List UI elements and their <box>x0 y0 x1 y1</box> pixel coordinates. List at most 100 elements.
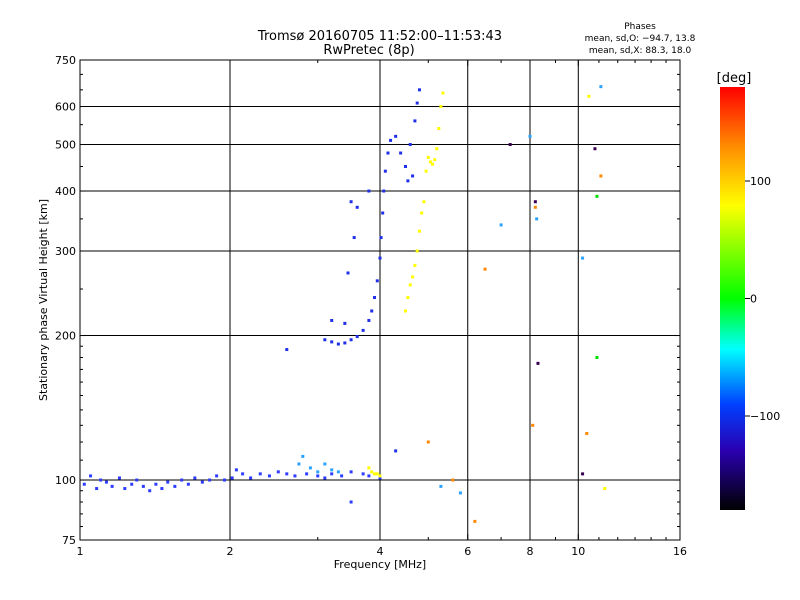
y-tick-label: 600 <box>55 101 76 114</box>
data-point <box>378 474 382 478</box>
data-point <box>483 267 487 271</box>
data-point <box>343 341 347 345</box>
data-point <box>166 480 170 484</box>
colorbar-tick-label: 0 <box>750 293 757 306</box>
data-point <box>352 236 356 240</box>
data-point <box>367 318 371 322</box>
data-point <box>285 348 289 352</box>
data-point <box>330 318 334 322</box>
data-point <box>428 160 432 164</box>
y-tick-label: 750 <box>55 54 76 67</box>
data-point <box>349 500 353 504</box>
data-point <box>323 338 327 342</box>
data-point <box>343 321 347 325</box>
data-point <box>431 162 435 166</box>
data-point <box>599 85 603 89</box>
data-point <box>603 487 607 491</box>
chart-subtitle: RwPretec (8p) <box>323 43 414 58</box>
data-point <box>340 474 344 478</box>
data-point <box>417 88 421 92</box>
data-point <box>403 164 407 168</box>
data-point <box>437 126 441 130</box>
data-point <box>595 355 599 359</box>
data-point <box>82 482 86 486</box>
data-point <box>234 468 238 472</box>
data-point <box>585 432 589 436</box>
data-point <box>375 279 379 283</box>
data-points <box>82 85 607 523</box>
data-point <box>323 476 327 480</box>
x-tick-label: 6 <box>464 545 471 558</box>
chart-title: Tromsø 20160705 11:52:00–11:53:43 <box>257 29 502 44</box>
data-point <box>173 484 177 488</box>
data-point <box>104 480 108 484</box>
data-point <box>451 478 455 482</box>
data-point <box>382 189 386 193</box>
data-point <box>367 474 371 478</box>
gridlines <box>80 60 680 540</box>
data-point <box>349 200 353 204</box>
data-point <box>411 174 415 178</box>
data-point <box>330 472 334 476</box>
data-point <box>508 143 512 147</box>
data-point <box>160 487 164 491</box>
data-point <box>383 169 387 173</box>
data-point <box>403 309 407 313</box>
data-point <box>408 283 412 287</box>
data-point <box>381 211 385 215</box>
data-point <box>458 491 462 495</box>
data-point <box>330 468 334 472</box>
data-point <box>415 249 419 253</box>
data-point <box>417 229 421 233</box>
data-point <box>473 519 477 523</box>
data-point <box>285 472 289 476</box>
data-point <box>581 472 585 476</box>
data-point <box>599 174 603 178</box>
data-point <box>117 476 121 480</box>
data-point <box>411 275 415 279</box>
data-point <box>316 470 320 474</box>
data-point <box>297 462 301 466</box>
data-point <box>370 470 374 474</box>
data-point <box>148 489 152 493</box>
data-point <box>424 169 428 173</box>
data-point <box>399 151 403 155</box>
data-point <box>336 342 340 346</box>
data-point <box>535 217 539 221</box>
data-point <box>135 478 139 482</box>
data-point <box>208 478 212 482</box>
data-point <box>316 474 320 478</box>
x-axis-ticks: 1 2 4 6 8 10 16 <box>77 60 687 558</box>
phases-o-line: mean, sd,O: −94.7, 13.8 <box>585 34 696 44</box>
y-tick-label: 400 <box>55 185 76 198</box>
data-point <box>386 151 390 155</box>
data-point <box>355 335 359 339</box>
data-point <box>99 478 103 482</box>
data-point <box>394 449 398 453</box>
y-tick-label: 200 <box>55 330 76 343</box>
data-point <box>200 480 204 484</box>
data-point <box>581 256 585 260</box>
data-point <box>123 487 127 491</box>
data-point <box>373 472 377 476</box>
data-point <box>305 472 309 476</box>
data-point <box>379 236 383 240</box>
data-point <box>378 476 382 480</box>
data-point <box>267 474 271 478</box>
data-point <box>367 189 371 193</box>
data-point <box>389 138 393 142</box>
data-point <box>433 158 437 162</box>
data-point <box>439 105 443 109</box>
phases-heading: Phases <box>624 22 656 32</box>
data-point <box>361 472 365 476</box>
data-point <box>595 194 599 198</box>
data-point <box>95 487 99 491</box>
data-point <box>89 474 93 478</box>
colorbar-ticks: 100 0 −100 <box>745 175 780 423</box>
data-point <box>223 478 227 482</box>
y-tick-label: 100 <box>55 474 76 487</box>
data-point <box>141 484 145 488</box>
data-point <box>441 91 445 95</box>
data-point <box>373 296 377 300</box>
